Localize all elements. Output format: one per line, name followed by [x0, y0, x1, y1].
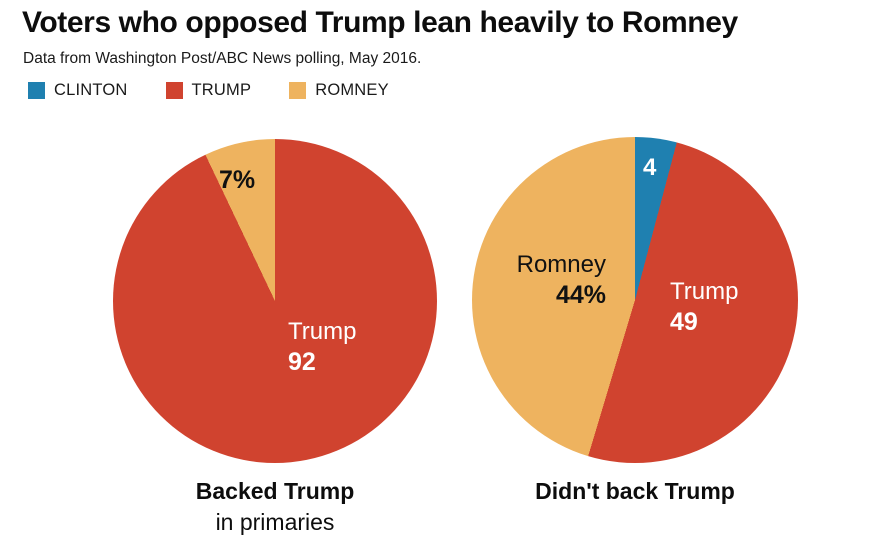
legend-label-clinton: CLINTON	[54, 81, 128, 99]
chart-title: Voters who opposed Trump lean heavily to…	[22, 6, 738, 39]
slice-name-trump: Trump	[288, 318, 357, 345]
caption-backed-trump: Backed Trump in primaries	[113, 476, 437, 538]
slice-label-romney-pct: 7%	[219, 166, 256, 194]
slice-name-romney: Romney	[516, 251, 606, 278]
slice-label-trump: Trump 92	[288, 317, 356, 377]
slice-label-trump: Trump 49	[670, 277, 738, 337]
trump-swatch-icon	[165, 82, 183, 99]
pie-backed-trump: 7% Trump 92	[113, 139, 437, 463]
slice-label-clinton: 4	[643, 154, 657, 181]
legend-label-romney: ROMNEY	[315, 81, 389, 99]
legend-label-trump: TRUMP	[191, 81, 252, 99]
slice-value-trump: 92	[288, 348, 316, 376]
slice-value-romney: 44%	[555, 281, 606, 309]
caption-line2: in primaries	[215, 509, 335, 535]
caption-didnt-back-trump: Didn't back Trump	[472, 476, 798, 507]
slice-name-trump: Trump	[670, 278, 739, 305]
slice-value-trump: 49	[670, 308, 698, 336]
legend-item-romney: ROMNEY	[289, 81, 389, 100]
caption-line1: Backed Trump	[195, 478, 355, 504]
legend-item-trump: TRUMP	[165, 81, 252, 100]
legend: CLINTON TRUMP ROMNEY	[28, 81, 389, 100]
romney-swatch-icon	[289, 82, 307, 99]
legend-item-clinton: CLINTON	[28, 81, 128, 100]
caption-line1: Didn't back Trump	[535, 478, 735, 504]
chart-subtitle: Data from Washington Post/ABC News polli…	[23, 50, 422, 67]
slice-label-romney: Romney 44%	[517, 249, 606, 311]
pie-didnt-back-trump: 4 Romney 44% Trump 49	[472, 137, 798, 463]
clinton-swatch-icon	[28, 82, 45, 99]
